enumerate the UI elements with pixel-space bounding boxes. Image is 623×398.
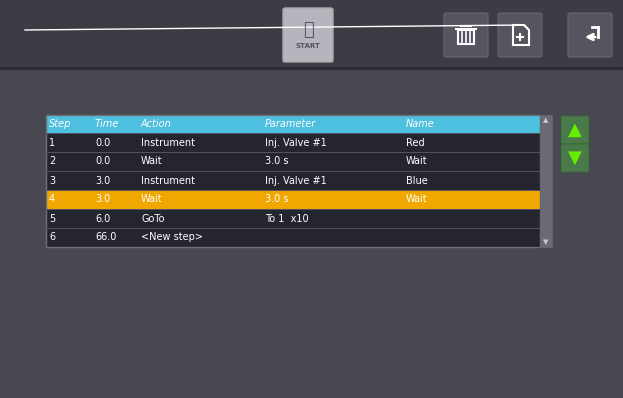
FancyBboxPatch shape	[46, 152, 540, 171]
Text: Parameter: Parameter	[265, 119, 316, 129]
Text: To 1  x10: To 1 x10	[265, 213, 308, 224]
FancyBboxPatch shape	[46, 171, 540, 190]
FancyBboxPatch shape	[540, 115, 552, 247]
Text: Action: Action	[141, 119, 172, 129]
Text: 0.0: 0.0	[95, 137, 110, 148]
Text: ▲: ▲	[568, 121, 582, 139]
FancyBboxPatch shape	[0, 0, 623, 68]
Text: 3.0 s: 3.0 s	[265, 195, 288, 205]
FancyBboxPatch shape	[568, 13, 612, 57]
Text: Wait: Wait	[141, 195, 163, 205]
FancyBboxPatch shape	[444, 13, 488, 57]
FancyBboxPatch shape	[561, 116, 589, 144]
Text: Blue: Blue	[406, 176, 428, 185]
Text: Wait: Wait	[406, 156, 427, 166]
Text: 66.0: 66.0	[95, 232, 117, 242]
Text: ⏻: ⏻	[303, 21, 313, 39]
FancyBboxPatch shape	[283, 8, 333, 62]
Text: Instrument: Instrument	[141, 137, 195, 148]
Text: 4: 4	[49, 195, 55, 205]
Text: 1: 1	[49, 137, 55, 148]
Text: 5: 5	[49, 213, 55, 224]
Text: 0.0: 0.0	[95, 156, 110, 166]
Text: Inj. Valve #1: Inj. Valve #1	[265, 176, 326, 185]
Text: 6.0: 6.0	[95, 213, 110, 224]
FancyBboxPatch shape	[46, 228, 540, 247]
Text: ▲: ▲	[543, 117, 549, 123]
FancyBboxPatch shape	[561, 144, 589, 172]
Text: Wait: Wait	[141, 156, 163, 166]
Text: GoTo: GoTo	[141, 213, 164, 224]
Text: Inj. Valve #1: Inj. Valve #1	[265, 137, 326, 148]
Text: START: START	[295, 43, 320, 49]
Text: 3: 3	[49, 176, 55, 185]
Text: 3.0: 3.0	[95, 176, 110, 185]
FancyBboxPatch shape	[46, 115, 540, 133]
Text: 3.0: 3.0	[95, 195, 110, 205]
FancyBboxPatch shape	[46, 190, 540, 209]
Text: 2: 2	[49, 156, 55, 166]
Text: ▼: ▼	[543, 239, 549, 245]
Text: Step: Step	[49, 119, 72, 129]
Text: <New step>: <New step>	[141, 232, 203, 242]
FancyBboxPatch shape	[46, 209, 540, 228]
Text: Wait: Wait	[406, 195, 427, 205]
Text: ▼: ▼	[568, 149, 582, 167]
FancyBboxPatch shape	[498, 13, 542, 57]
Text: 6: 6	[49, 232, 55, 242]
Text: 3.0 s: 3.0 s	[265, 156, 288, 166]
FancyBboxPatch shape	[46, 133, 540, 152]
Text: Name: Name	[406, 119, 435, 129]
Text: Time: Time	[95, 119, 119, 129]
Text: Red: Red	[406, 137, 425, 148]
Text: Instrument: Instrument	[141, 176, 195, 185]
